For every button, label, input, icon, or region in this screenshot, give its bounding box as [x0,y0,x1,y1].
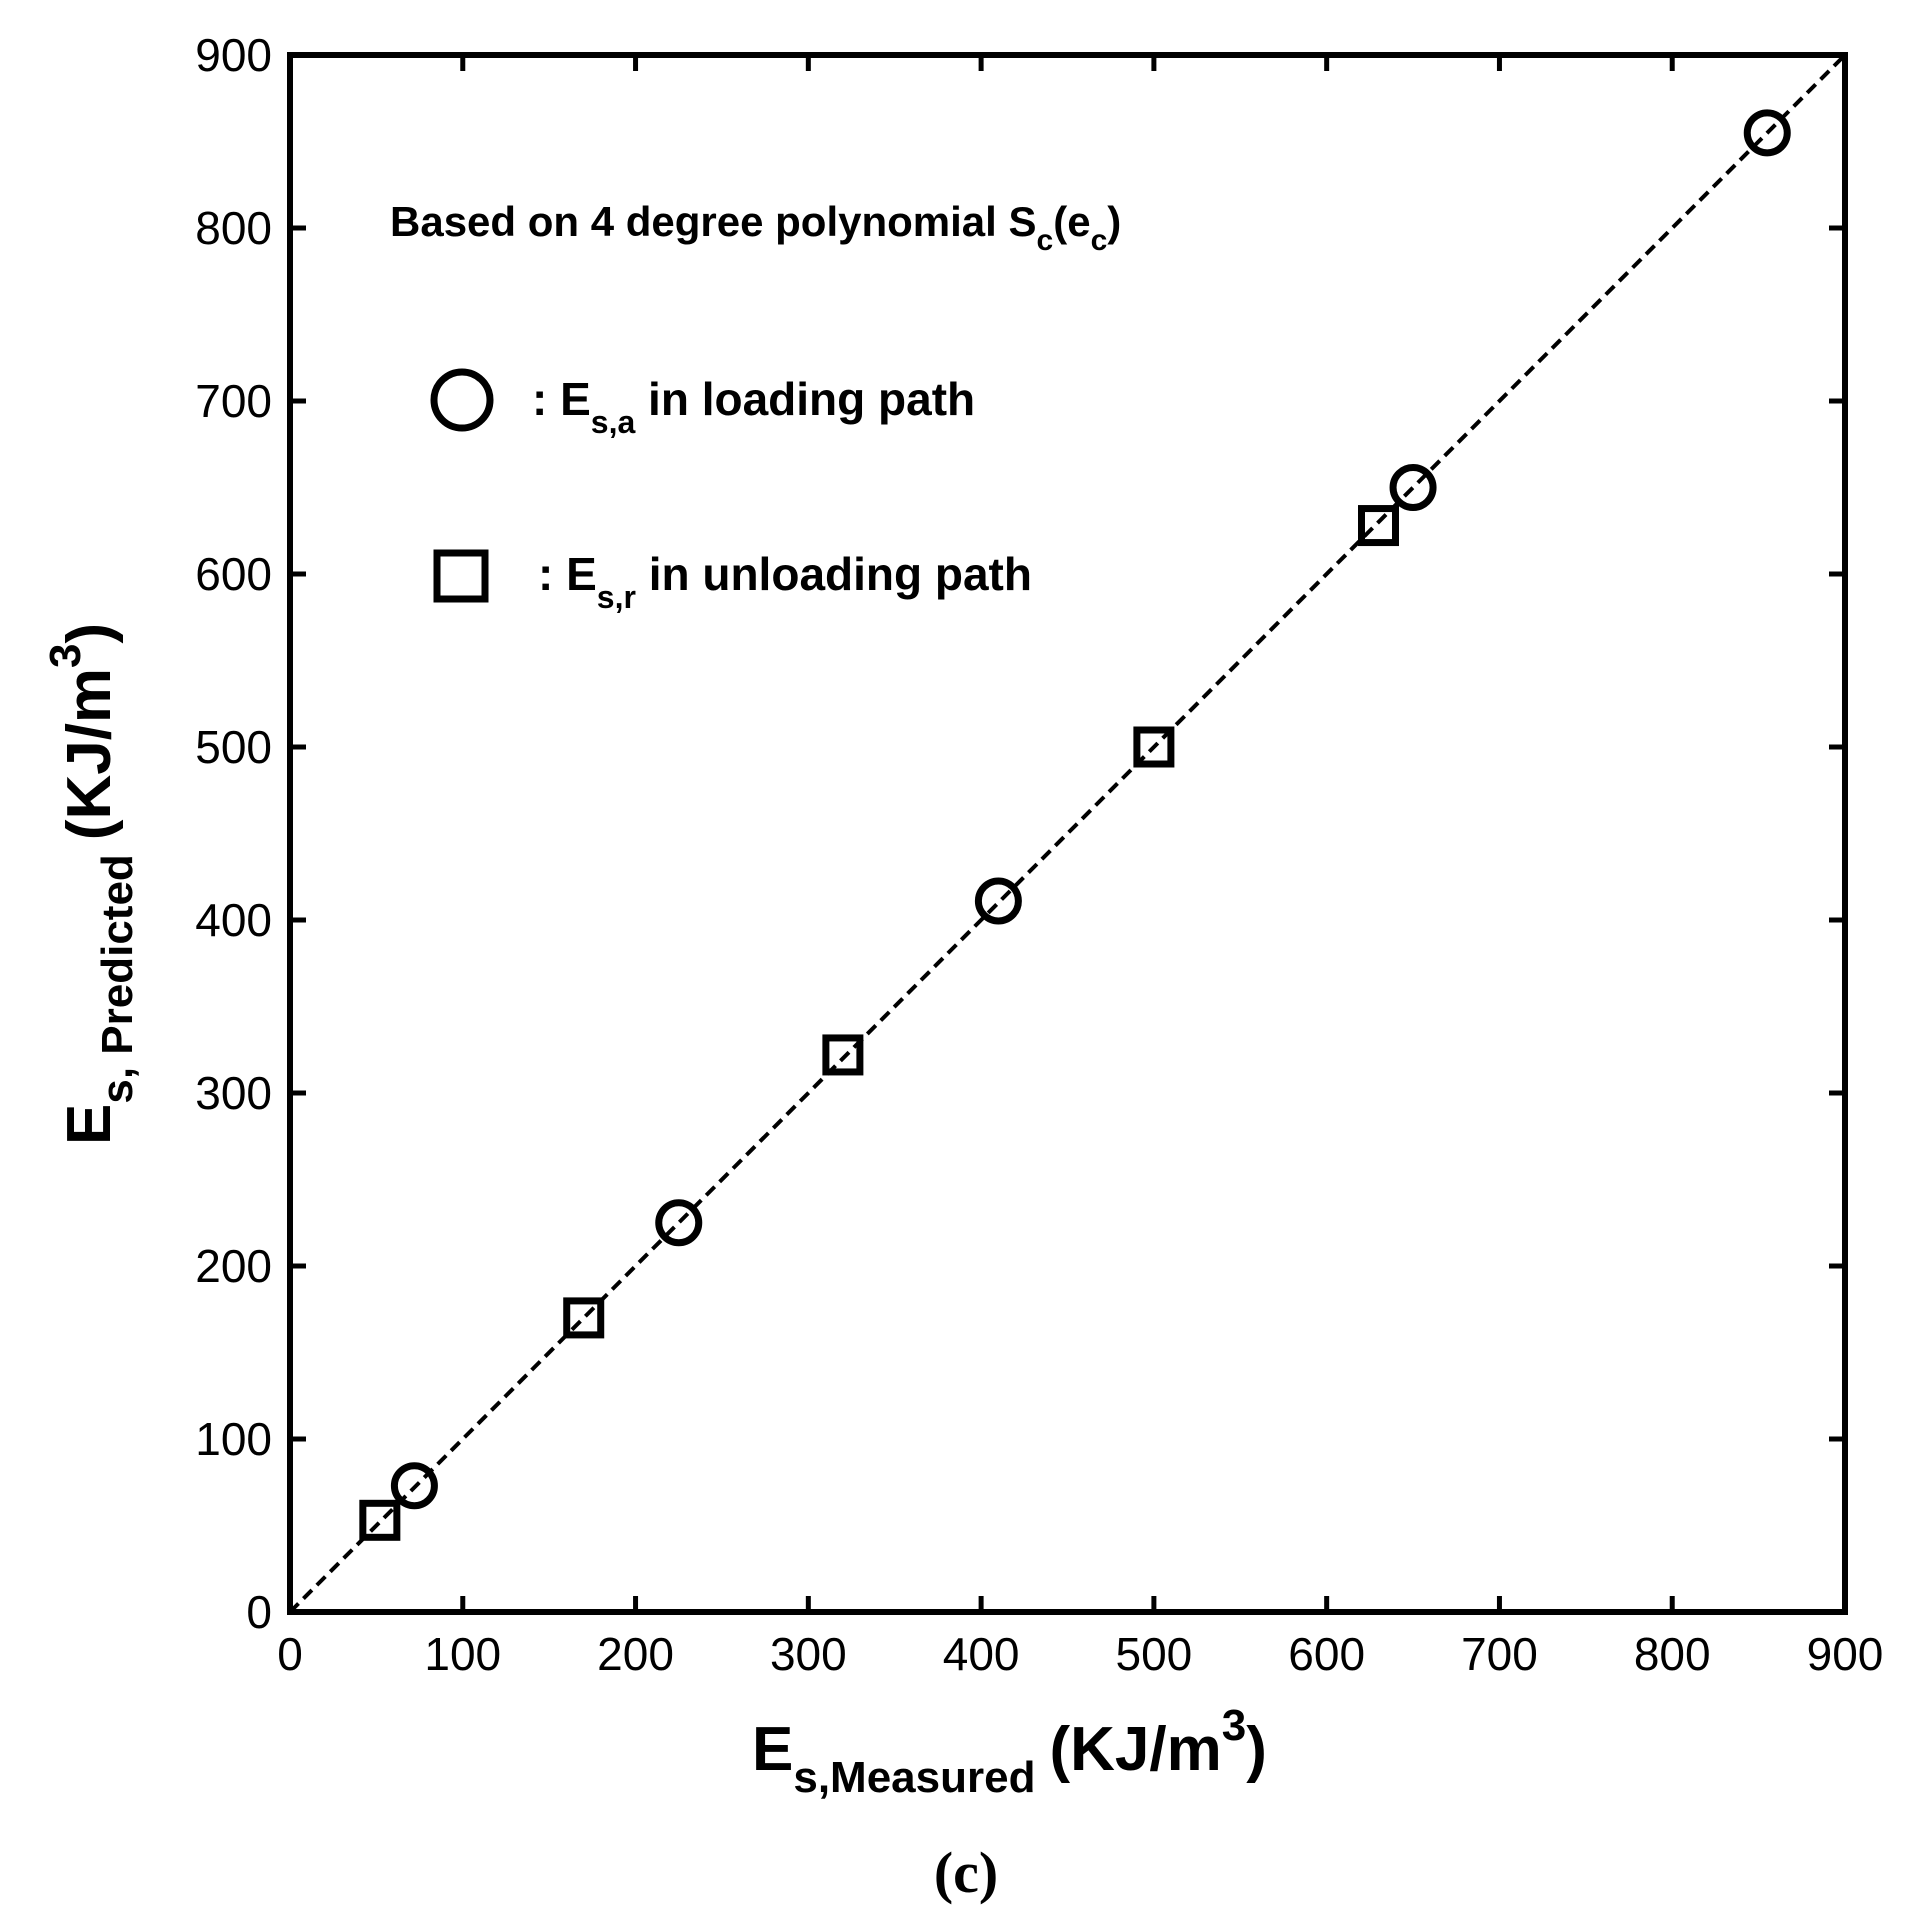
x-tick-label: 200 [597,1628,674,1680]
y-tick-label: 600 [195,548,272,600]
data-point-square [563,1297,605,1339]
y-tick-label: 700 [195,375,272,427]
points-layer [359,109,1791,1541]
data-point-circle [390,1462,438,1510]
reference-line [288,53,1847,1614]
data-point-circle [974,877,1022,925]
x-tick-label: 800 [1634,1628,1711,1680]
panel-label: (c) [934,1840,998,1905]
y-tick-label: 100 [195,1413,272,1465]
data-point-square [822,1034,864,1076]
x-tick-label: 700 [1461,1628,1538,1680]
data-point-square [1133,726,1175,768]
data-point-square [359,1499,401,1541]
y-tick-label: 500 [195,721,272,773]
y-tick-label: 800 [195,202,272,254]
x-tick-label: 900 [1807,1628,1884,1680]
legend-circle-marker [430,368,494,432]
x-tick-label: 400 [943,1628,1020,1680]
x-tick-label: 500 [1116,1628,1193,1680]
y-tick-label: 0 [246,1586,272,1638]
x-tick-label: 300 [770,1628,847,1680]
x-tick-label: 0 [277,1628,303,1680]
legend: : Es,a in loading path : Es,r in unloadi… [430,368,1032,615]
y-tick-label: 200 [195,1240,272,1292]
legend-entry-unloading: : Es,r in unloading path [538,548,1032,615]
y-tick-label: 400 [195,894,272,946]
ticks-layer: 0 100 200 300 400 500 600 700 800 900 0 100 200 300 40… [195,29,1883,1680]
y-tick-label: 900 [195,29,272,81]
data-point-circle [1389,464,1437,511]
data-point-circle [1743,109,1791,157]
data-point-circle [655,1199,703,1247]
legend-entry-loading: : Es,a in loading path [532,373,975,440]
annotation-text: Based on 4 degree polynomial Sc(ec) [390,198,1121,257]
legend-square-marker [433,549,489,603]
x-tick-label: 600 [1288,1628,1365,1680]
y-axis-label: Es, Predicted(KJ/m3) [41,623,142,1145]
plot-frame [287,52,1848,1615]
x-axis-label: Es,Measured (KJ/m3) [752,1701,1267,1802]
y-tick-label: 300 [195,1067,272,1119]
x-tick-label: 100 [424,1628,501,1680]
data-point-square [1358,505,1399,547]
